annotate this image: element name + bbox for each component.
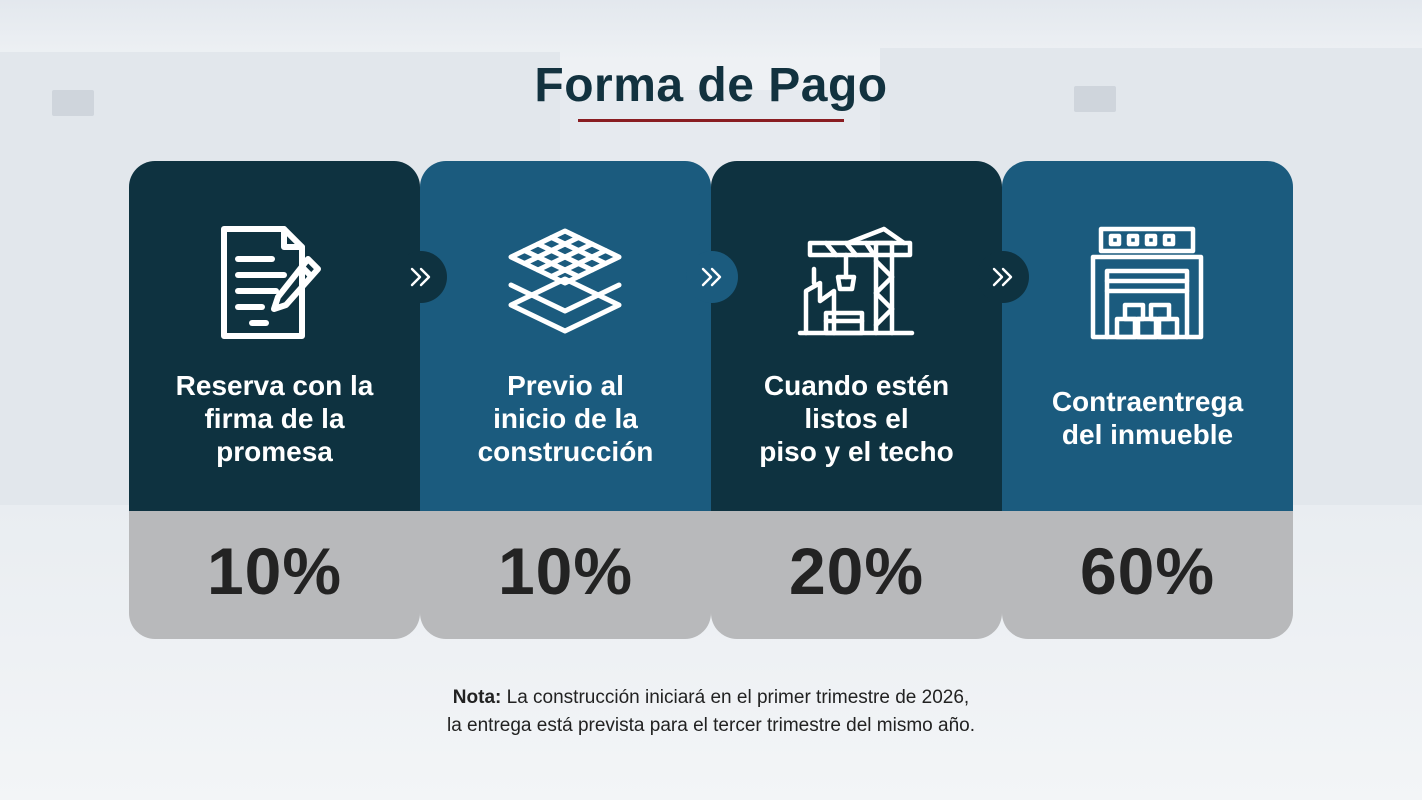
payment-step-card-2: Previo al inicio de la construcción 10%: [420, 161, 711, 639]
payment-step-label-2: Previo al inicio de la construcción: [477, 370, 654, 467]
payment-step-percent-panel-1: [129, 511, 420, 639]
payment-step-header-1: Reserva con la firma de la promesa: [129, 161, 420, 511]
payment-step-label-4: Contraentrega del inmueble: [1051, 386, 1244, 450]
step-connector-arrow-3: [977, 251, 1029, 303]
payment-step-header-2: Previo al inicio de la construcción: [420, 161, 711, 511]
payment-step-percent-4: 60%: [1079, 534, 1216, 608]
footnote: Nota: La construcción iniciará en el pri…: [0, 684, 1422, 740]
payment-step-header-4: Contraentrega del inmueble: [1002, 161, 1293, 511]
footnote-text-1: La construcción iniciará en el primer tr…: [501, 687, 970, 708]
step-connector-arrow-2: [686, 251, 738, 303]
payment-step-header-3: Cuando estén listos el piso y el techo: [711, 161, 1002, 511]
payment-step-label-3: Cuando estén listos el piso y el techo: [759, 370, 954, 467]
warehouse-icon: [1090, 226, 1204, 340]
title-underline: [578, 119, 844, 122]
footnote-label: Nota:: [452, 687, 502, 708]
double-chevron-right-icon: [992, 267, 1013, 287]
payment-step-percent-3: 20%: [788, 534, 925, 608]
double-chevron-right-icon: [410, 267, 431, 287]
page-title: Forma de Pago: [534, 59, 888, 112]
payment-step-card-3: Cuando estén listos el piso y el techo 2…: [711, 161, 1002, 639]
footnote-text-2: la entrega está prevista para el tercer …: [446, 715, 975, 736]
payment-step-percent-panel-4: [1002, 511, 1293, 639]
payment-step-card-4: Contraentrega del inmueble 60%: [1002, 161, 1293, 639]
payment-step-label-1: Reserva con la firma de la promesa: [175, 370, 374, 467]
footnote-line-1: Nota: La construcción iniciará en el pri…: [0, 684, 1422, 712]
payment-step-percent-panel-2: [420, 511, 711, 639]
construction-crane-icon: [797, 226, 915, 336]
document-pen-icon: [221, 226, 321, 339]
layers-grid-icon: [508, 228, 622, 334]
background-logo-left: [52, 90, 94, 116]
step-connector-arrow-1: [395, 251, 447, 303]
payment-step-percent-2: 10%: [497, 534, 634, 608]
payment-step-card-1: Reserva con la firma de la promesa 10%: [129, 161, 420, 639]
double-chevron-right-icon: [701, 267, 722, 287]
payment-step-percent-panel-3: [711, 511, 1002, 639]
background-logo-right: [1074, 86, 1116, 112]
payment-step-percent-1: 10%: [206, 534, 343, 608]
